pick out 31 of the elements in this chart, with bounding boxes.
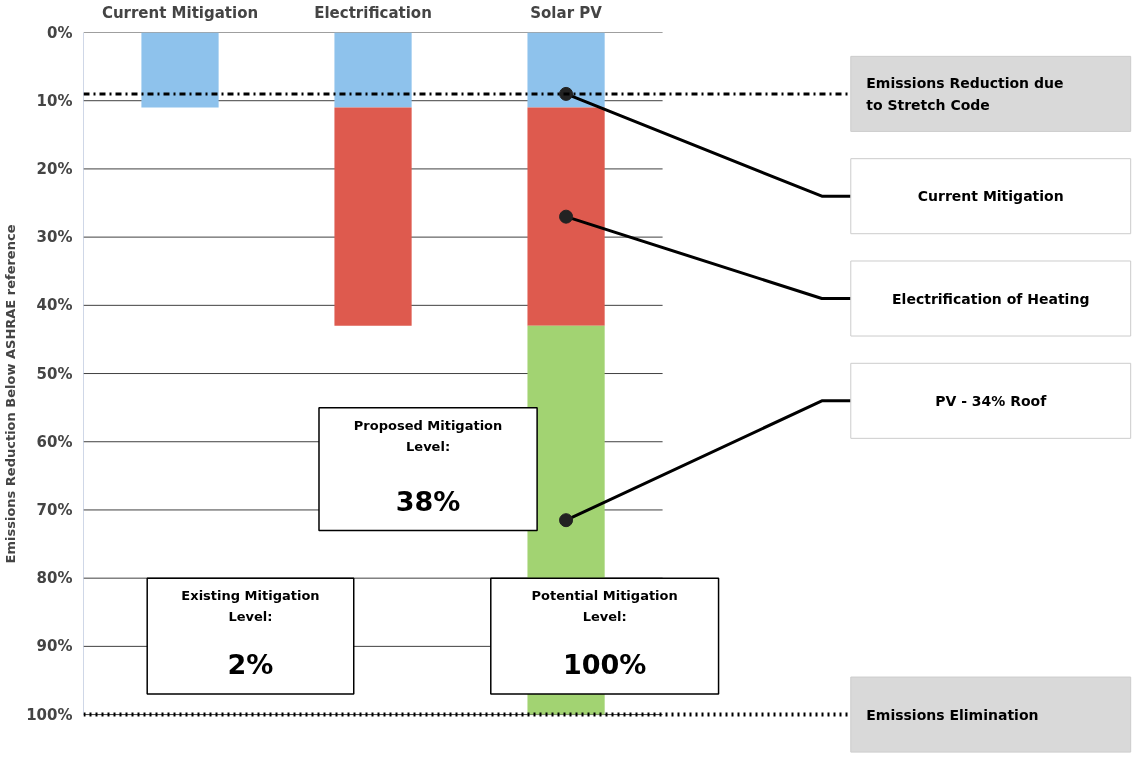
ref-line-label: Emissions Elimination: [866, 706, 1039, 723]
y-tick-label: 70%: [36, 500, 73, 519]
text: PV - 34% Roof: [935, 392, 1048, 409]
text: Electrification of Heating: [892, 290, 1090, 307]
annotation: 38%: [395, 485, 461, 517]
annotation: 100%: [562, 649, 647, 681]
bar: [334, 107, 412, 326]
y-tick-label: 50%: [36, 364, 73, 383]
annotation: Potential Mitigation Level:: [531, 588, 678, 625]
x-tick-label: Solar PV: [530, 3, 603, 22]
annotation: Proposed Mitigation Level:: [353, 417, 503, 454]
x-tick-label: Current Mitigation: [101, 3, 259, 22]
x-tick-label: Electrification: [314, 3, 432, 22]
annotation: Existing Mitigation Level:: [181, 588, 320, 625]
text: Current Mitigation: [917, 188, 1064, 205]
y-tick-label: 20%: [36, 159, 73, 178]
y-tick-label: 90%: [36, 637, 73, 656]
y-tick-label: 40%: [36, 296, 73, 315]
annotation: 2%: [227, 649, 274, 681]
y-tick-label: 30%: [36, 228, 73, 247]
bar: [141, 32, 219, 108]
ref-line-label: Emissions Reduction due to Stretch Code: [866, 74, 1064, 114]
bar: [527, 107, 605, 326]
y-tick-label: 10%: [36, 91, 73, 110]
y-tick-label: 60%: [36, 432, 73, 451]
y-tick-label: 100%: [26, 705, 73, 724]
y-tick-label: 0%: [47, 23, 73, 42]
bar: [527, 32, 605, 108]
y-tick-label: 80%: [36, 569, 73, 588]
bar: [334, 32, 412, 108]
y-axis-title: Emissions Reduction Below ASHRAE reference: [3, 224, 19, 564]
